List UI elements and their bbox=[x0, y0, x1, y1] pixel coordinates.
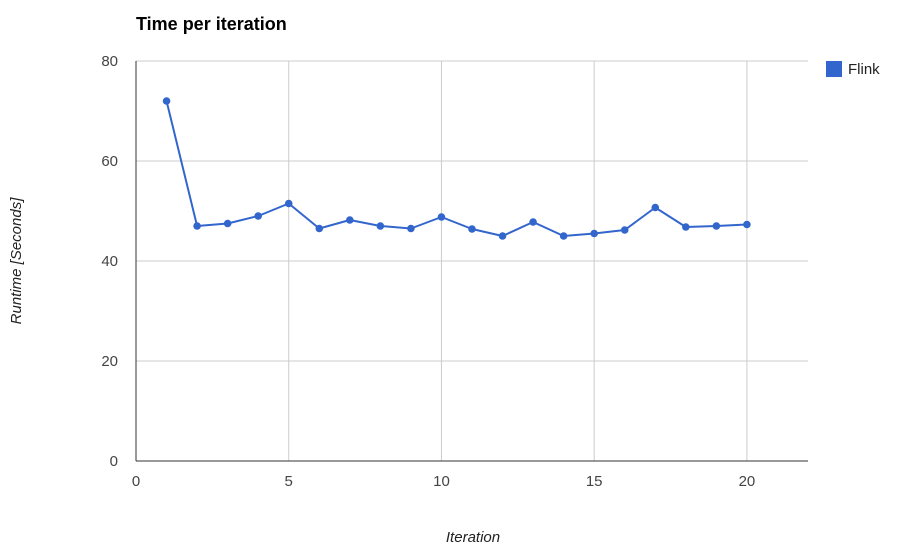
data-point bbox=[162, 97, 171, 105]
data-point bbox=[529, 218, 537, 226]
data-point bbox=[620, 226, 629, 234]
data-point bbox=[498, 232, 507, 240]
grid bbox=[136, 60, 808, 461]
data-point bbox=[468, 225, 476, 233]
data-point bbox=[590, 229, 598, 238]
data-point bbox=[346, 216, 354, 224]
data-point bbox=[284, 199, 293, 208]
legend-swatch bbox=[826, 61, 842, 77]
data-point bbox=[223, 219, 232, 228]
y-tick-label: 40 bbox=[101, 253, 118, 270]
chart-title: Time per iteration bbox=[136, 14, 287, 34]
legend: Flink bbox=[826, 61, 880, 78]
data-point bbox=[315, 224, 324, 233]
series-line bbox=[165, 100, 747, 237]
data-point bbox=[743, 220, 751, 229]
data-point bbox=[254, 212, 262, 220]
y-tick-label: 20 bbox=[101, 353, 118, 370]
series bbox=[162, 97, 751, 240]
y-tick-label: 60 bbox=[101, 153, 118, 170]
x-tick-label: 20 bbox=[739, 473, 756, 490]
legend-label: Flink bbox=[848, 61, 880, 78]
data-point bbox=[559, 232, 568, 240]
x-tick-label: 10 bbox=[433, 473, 450, 490]
tick-labels: 0 20 40 60 80 0 5 10 15 20 bbox=[101, 53, 755, 490]
y-tick-label: 80 bbox=[101, 53, 118, 70]
x-tick-label: 5 bbox=[285, 473, 293, 490]
data-point bbox=[682, 223, 690, 231]
x-tick-label: 0 bbox=[132, 473, 140, 490]
data-point bbox=[193, 222, 201, 230]
y-axis-title: Runtime [Seconds] bbox=[8, 197, 25, 325]
x-axis-title: Iteration bbox=[446, 529, 500, 546]
data-point bbox=[376, 222, 385, 230]
data-point bbox=[712, 222, 721, 230]
x-tick-label: 15 bbox=[586, 473, 603, 490]
y-tick-label: 0 bbox=[110, 453, 118, 470]
data-point bbox=[651, 203, 660, 212]
axes bbox=[135, 61, 808, 462]
data-point bbox=[407, 224, 415, 233]
data-point bbox=[437, 213, 446, 221]
